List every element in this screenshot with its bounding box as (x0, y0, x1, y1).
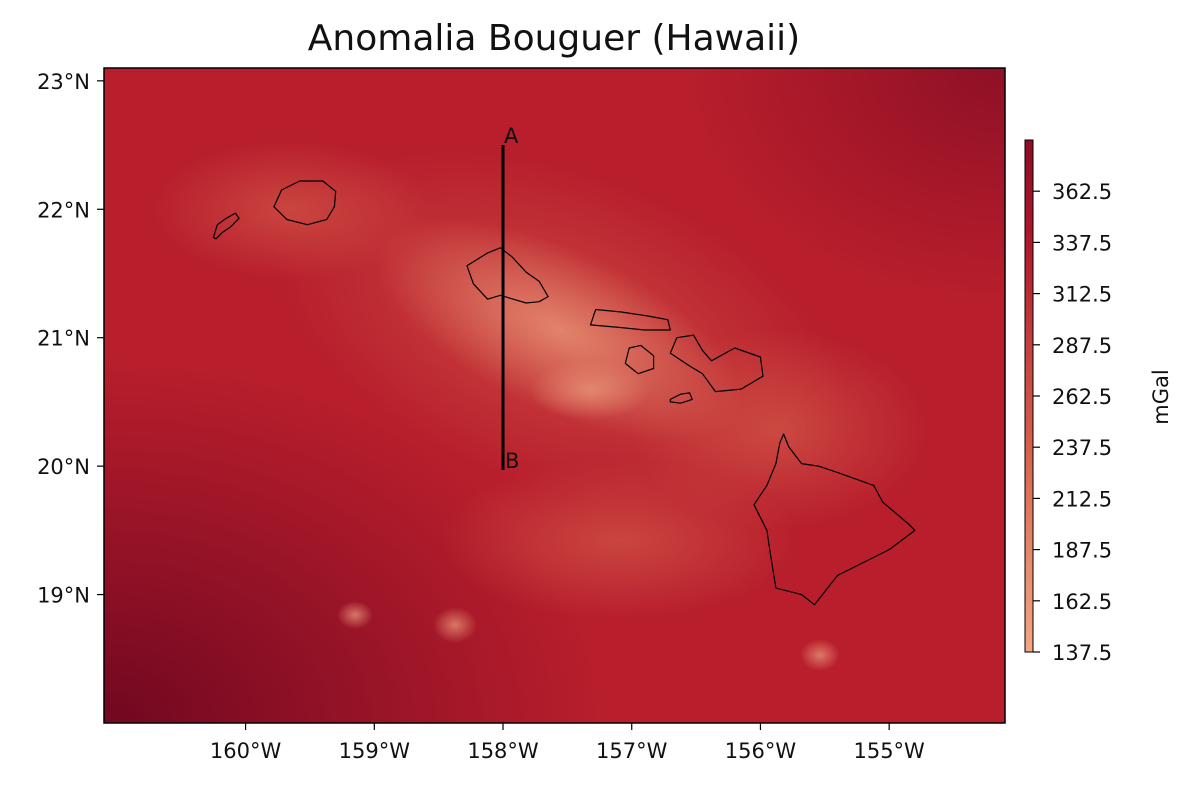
y-tick-label: 23°N (37, 70, 90, 94)
x-tick-label: 155°W (853, 739, 925, 763)
colorbar-tick-label: 287.5 (1052, 334, 1112, 358)
y-tick-label: 20°N (37, 455, 90, 479)
high-anomaly-ridge (150, 140, 930, 671)
latitude-axis: 23°N 22°N 21°N 20°N 19°N (37, 70, 104, 608)
x-tick-label: 157°W (596, 739, 668, 763)
colorbar-tick-label: 262.5 (1052, 385, 1112, 409)
colorbar-tick-label: 237.5 (1052, 436, 1112, 460)
longitude-axis: 160°W 159°W 158°W 157°W 156°W 155°W (210, 723, 925, 763)
x-tick-label: 160°W (210, 739, 282, 763)
colorbar: 137.5 162.5 187.5 212.5 237.5 262.5 287.5 312.5… (1024, 139, 1173, 665)
coastlines (212, 180, 916, 606)
colorbar-tick-label: 137.5 (1052, 641, 1112, 665)
y-tick-label: 22°N (37, 198, 90, 222)
colorbar-tick-label: 162.5 (1052, 590, 1112, 614)
coastline-kahoolawe (669, 392, 693, 404)
coastline-hawaii (753, 433, 916, 606)
coastline-lanai (624, 344, 655, 375)
coastline-kauai (273, 180, 337, 226)
profile-end-label: B (505, 449, 519, 473)
y-tick-label: 21°N (37, 327, 90, 351)
profile-start-label: A (504, 124, 519, 148)
coastline-maui (669, 334, 764, 393)
x-tick-label: 158°W (467, 739, 539, 763)
coastline-niihau (212, 212, 240, 240)
map-title: Anomalia Bouguer (Hawaii) (308, 18, 800, 59)
colorbar-tick-label: 187.5 (1052, 539, 1112, 563)
colorbar-label: mGal (1149, 369, 1173, 424)
coastline-molokai (589, 308, 671, 331)
colorbar-tick-label: 362.5 (1052, 180, 1112, 204)
colorbar-tick-label: 312.5 (1052, 283, 1112, 307)
colorbar-gradient (1024, 139, 1034, 653)
colorbar-tick-label: 337.5 (1052, 231, 1112, 255)
y-tick-label: 19°N (37, 584, 90, 608)
colorbar-ticks: 137.5 162.5 187.5 212.5 237.5 262.5 287.5 312.5… (1033, 180, 1112, 665)
map-area (104, 68, 1005, 723)
map-frame (103, 67, 1006, 724)
x-tick-label: 156°W (725, 739, 797, 763)
colorbar-tick-label: 212.5 (1052, 487, 1112, 511)
x-tick-label: 159°W (339, 739, 411, 763)
